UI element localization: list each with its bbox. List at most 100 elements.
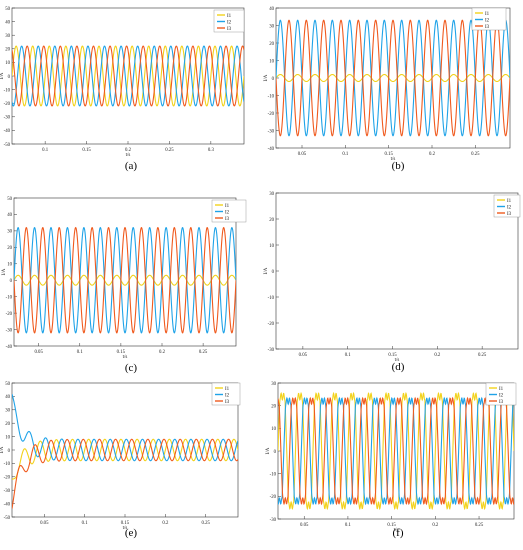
y-tick-label: -20 [270,495,277,500]
x-tick-label: 0.25 [478,353,487,358]
y-tick-label: -10 [270,472,277,477]
y-tick-label: 0 [272,270,275,275]
x-axis-label: t/s [123,355,128,360]
x-tick-label: 0.2 [432,523,439,528]
chart-f: 30 20 10 0 -10 -20 -30 0.05 0.1 0.15 0.2 0.25 t/s I/A… [266,382,517,533]
series-line-i1 [276,73,510,83]
plot-area [13,197,237,347]
y-tick-label: 10 [5,61,10,66]
legend-label-i1: I1 [499,387,504,392]
caption-a: (a) [124,160,138,172]
legend-label-i3: I3 [225,217,230,222]
y-tick-label: 40 [5,20,10,25]
y-tick-label: -30 [270,518,277,523]
x-tick-label: 0.05 [40,521,49,526]
plot-area [275,7,511,149]
y-tick-label: 40 [269,7,274,12]
y-tick-label: -40 [4,129,11,134]
x-tick-label: 0.05 [298,152,307,157]
x-tick-label: 0.25 [471,152,480,157]
y-tick-label: 30 [269,192,274,197]
y-tick-label: -30 [4,116,11,121]
x-tick-label: 0.25 [165,148,174,153]
x-tick-label: 0.3 [208,148,215,153]
y-tick-label: 10 [269,244,274,249]
y-tick-label: 10 [269,59,274,64]
x-tick-label: 0.15 [117,350,126,355]
x-tick-label: 0.15 [387,523,396,528]
x-tick-label: 0.1 [345,523,352,528]
y-tick-label: -40 [4,502,11,507]
chart-panel-a: 50 40 30 20 10 0 -10 -20 -30 -40 -50 0.1 0.15 0.2 0.25… [0,0,262,175]
legend-label-i2: I2 [485,18,490,23]
chart-c: 50 40 30 20 10 0 -10 -20 -30 -40 0.05 0.1 0.15 0.2 0.2… [2,197,247,360]
x-tick-label: 0.2 [159,350,166,355]
y-tick-label: 20 [5,422,10,427]
x-tick-label: 0.15 [121,521,130,526]
series-line-i2 [12,45,244,107]
y-tick-label: 40 [5,395,10,400]
y-tick-label: 30 [7,230,12,235]
y-tick-label: -50 [4,143,11,148]
series-line-i1 [12,438,238,480]
y-tick-label: 0 [8,449,11,454]
y-tick-label: -10 [6,295,13,300]
y-tick-label: 40 [7,213,12,218]
y-tick-label: 0 [10,279,13,284]
y-tick-label: 10 [271,427,276,432]
y-tick-label: 0 [274,450,277,455]
legend-label-i1: I1 [485,12,490,17]
x-tick-label: 0.2 [125,148,132,153]
legend-label-i2: I2 [499,393,504,398]
y-tick-label: -10 [268,94,275,99]
series-line-i2 [14,226,236,334]
legend-label-i2: I2 [225,393,230,398]
legend-label-i1: I1 [225,204,230,209]
legend-label-i3: I3 [499,400,504,405]
x-tick-label: 0.1 [42,148,49,153]
y-tick-label: 30 [269,24,274,29]
series-line-i3 [12,45,244,107]
y-tick-label: -30 [4,489,11,494]
series-line-i1 [278,391,514,511]
y-axis-label: I/A [2,268,7,275]
series-line-i3 [12,438,238,509]
y-tick-label: 0 [272,77,275,82]
series-line-i2 [276,19,510,137]
legend-label-i1: I1 [225,387,230,392]
chart-e: 50 40 30 20 10 0 -10 -20 -30 -40 -50 0.05 0.1 0.15 0.2… [0,382,241,531]
legend-label-i3: I3 [507,212,512,217]
y-tick-label: 30 [5,34,10,39]
caption-d: (d) [391,361,405,373]
legend-label-i3: I3 [227,27,232,32]
x-axis-label: t/s [391,157,396,162]
plot-area [275,192,519,350]
x-tick-label: 0.25 [202,521,211,526]
y-tick-label: -30 [268,348,275,353]
x-tick-label: 0.2 [162,521,169,526]
legend-label-i2: I2 [507,205,512,210]
x-axis-label: t/s [123,526,128,531]
series-line-i3 [14,226,236,334]
y-tick-label: 20 [269,42,274,47]
x-tick-label: 0.1 [342,152,349,157]
y-tick-label: 20 [5,48,10,53]
y-tick-label: 50 [5,382,10,387]
caption-f: (f) [392,527,404,539]
y-tick-label: 10 [7,263,12,268]
y-tick-label: 10 [5,435,10,440]
y-tick-label: 30 [5,409,10,414]
y-tick-label: -50 [4,516,11,521]
legend-label-i3: I3 [225,400,230,405]
y-axis-label: I/A [264,74,269,81]
y-tick-label: 30 [271,382,276,387]
caption-b: (b) [391,160,405,172]
x-axis-label: t/s [395,358,400,363]
legend-label-i1: I1 [507,199,512,204]
y-tick-label: -40 [6,345,13,350]
y-tick-label: 50 [5,7,10,12]
x-tick-label: 0.1 [82,521,89,526]
